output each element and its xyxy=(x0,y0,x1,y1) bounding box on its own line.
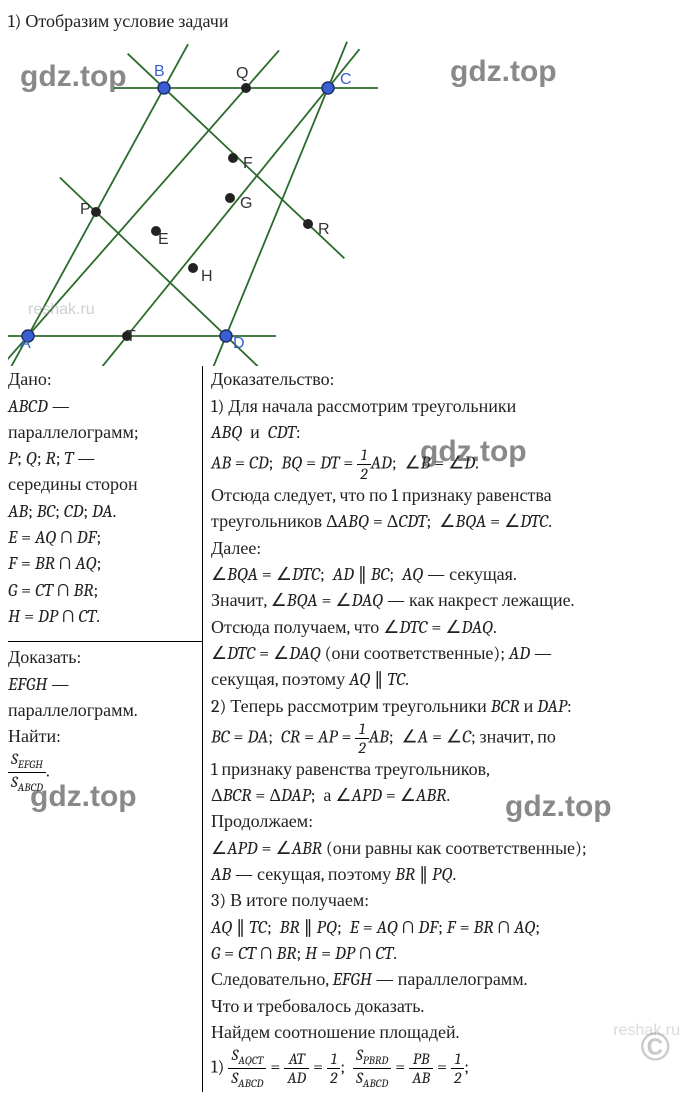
svg-text:H: H xyxy=(201,268,213,285)
svg-text:Q: Q xyxy=(236,65,248,82)
prove-line: Найти: xyxy=(8,725,196,749)
svg-text:E: E xyxy=(158,231,169,248)
given-line: G = CT ∩ BR; xyxy=(8,579,196,603)
given-line: AB; BC; CD; DA. xyxy=(8,500,196,524)
svg-text:A: A xyxy=(20,335,31,352)
proof-line: 1) SAQCTSABCD = ATAD = 12; SPBRDSABCD = … xyxy=(211,1047,692,1089)
svg-text:P: P xyxy=(80,201,91,218)
gdz-watermark: gdz.top xyxy=(450,55,557,89)
proof-line: 2) Теперь рассмотрим треугольники BCR и … xyxy=(211,695,692,719)
ratio-to-find: SEFGHSABCD. xyxy=(8,751,196,793)
proof-line: ∠APD = ∠ABR (они равны как соответственн… xyxy=(211,837,692,861)
proof-line: секущая, поэтому AQ ∥ TC. xyxy=(211,668,692,692)
svg-text:R: R xyxy=(318,221,330,238)
given-line: P; Q; R; T — xyxy=(8,447,196,471)
proof-line: Значит, ∠BQA = ∠DAQ — как накрест лежащи… xyxy=(211,589,692,613)
given-line: H = DP ∩ CT. xyxy=(8,605,196,629)
proof-line: AQ ∥ TC; BR ∥ PQ; E = AQ ∩ DF; F = BR ∩ … xyxy=(211,916,692,940)
svg-text:B: B xyxy=(154,63,165,80)
proof-line: Отсюда следует, что по 1 признаку равенс… xyxy=(211,484,692,508)
proof-title: Доказательство: xyxy=(211,368,692,392)
geometry-diagram: B Q C F G P E R H A T Dreshak.ru xyxy=(8,36,408,366)
svg-text:D: D xyxy=(233,335,245,352)
proof-line: Что и требовалось доказать. xyxy=(211,995,692,1019)
proof-line: треугольников ΔABQ = ΔCDT; ∠BQA = ∠DTC. xyxy=(211,510,692,534)
given-column: Дано: ABCD —параллелограмм;P; Q; R; T —с… xyxy=(8,366,203,1091)
proof-layout: Дано: ABCD —параллелограмм;P; Q; R; T —с… xyxy=(8,366,692,1091)
proof-line: ∠DTC = ∠DAQ (они соответственные); AD — xyxy=(211,642,692,666)
given-title: Дано: xyxy=(8,368,196,392)
svg-text:C: C xyxy=(340,71,352,88)
proof-line: Следовательно, EFGH — параллелограмм. xyxy=(211,968,692,992)
proof-line: AB = CD; BQ = DT = 12AD; ∠B = ∠D. xyxy=(211,447,692,482)
reshak-watermark: reshak.ru xyxy=(613,1022,680,1040)
given-line: E = AQ ∩ DF; xyxy=(8,526,196,550)
proof-line: ∠BQA = ∠DTC; AD ∥ BC; AQ — секущая. xyxy=(211,563,692,587)
proof-line: 1) Для начала рассмотрим треугольники xyxy=(211,395,692,419)
column-divider xyxy=(8,641,202,642)
prove-title: Доказать: xyxy=(8,646,196,670)
svg-text:T: T xyxy=(126,328,136,345)
given-line: параллелограмм; xyxy=(8,421,196,445)
proof-line: ABQ и CDT: xyxy=(211,421,692,445)
proof-line: Далее: xyxy=(211,537,692,561)
svg-text:F: F xyxy=(243,155,253,172)
svg-text:G: G xyxy=(240,195,252,212)
task-header: 1) Отобразим условие задачи xyxy=(8,10,692,34)
proof-line: ΔBCR = ΔDAP; а ∠APD = ∠ABR. xyxy=(211,784,692,808)
proof-line: Продолжаем: xyxy=(211,810,692,834)
proof-column: Доказательство: 1) Для начала рассмотрим… xyxy=(203,366,692,1091)
svg-text:reshak.ru: reshak.ru xyxy=(28,301,95,318)
proof-line: BC = DA; CR = AP = 12AB; ∠A = ∠C; значит… xyxy=(211,721,692,756)
given-line: F = BR ∩ AQ; xyxy=(8,552,196,576)
prove-line: EFGH — xyxy=(8,673,196,697)
given-line: ABCD — xyxy=(8,395,196,419)
prove-line: параллелограмм. xyxy=(8,699,196,723)
proof-line: AB — секущая, поэтому BR ∥ PQ. xyxy=(211,863,692,887)
proof-line: 3) В итоге получаем: xyxy=(211,889,692,913)
given-line: середины сторон xyxy=(8,473,196,497)
proof-line: Отсюда получаем, что ∠DTC = ∠DAQ. xyxy=(211,616,692,640)
proof-line: G = CT ∩ BR; H = DP ∩ CT. xyxy=(211,942,692,966)
proof-line: 1 признаку равенства треугольников, xyxy=(211,758,692,782)
